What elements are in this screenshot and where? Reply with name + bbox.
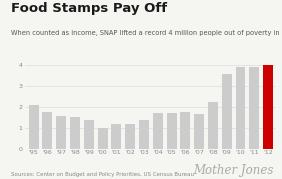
Bar xyxy=(194,114,204,149)
Bar xyxy=(235,67,245,149)
Bar xyxy=(180,112,190,149)
Text: When counted as income, SNAP lifted a record 4 million people out of poverty in : When counted as income, SNAP lifted a re… xyxy=(11,30,282,37)
Bar xyxy=(125,124,135,149)
Bar xyxy=(84,120,94,149)
Bar xyxy=(29,105,39,149)
Bar xyxy=(153,113,163,149)
Text: Sources: Center on Budget and Policy Priorities, US Census Bureau: Sources: Center on Budget and Policy Pri… xyxy=(11,172,194,177)
Text: Food Stamps Pay Off: Food Stamps Pay Off xyxy=(11,2,168,15)
Bar xyxy=(263,65,273,149)
Bar xyxy=(139,120,149,149)
Bar xyxy=(98,128,107,149)
Bar xyxy=(70,117,80,149)
Bar xyxy=(56,116,66,149)
Bar xyxy=(43,112,52,149)
Bar xyxy=(167,113,177,149)
Text: Mother Jones: Mother Jones xyxy=(193,164,274,177)
Bar xyxy=(208,102,218,149)
Bar xyxy=(111,124,121,149)
Bar xyxy=(222,74,232,149)
Bar xyxy=(249,67,259,149)
